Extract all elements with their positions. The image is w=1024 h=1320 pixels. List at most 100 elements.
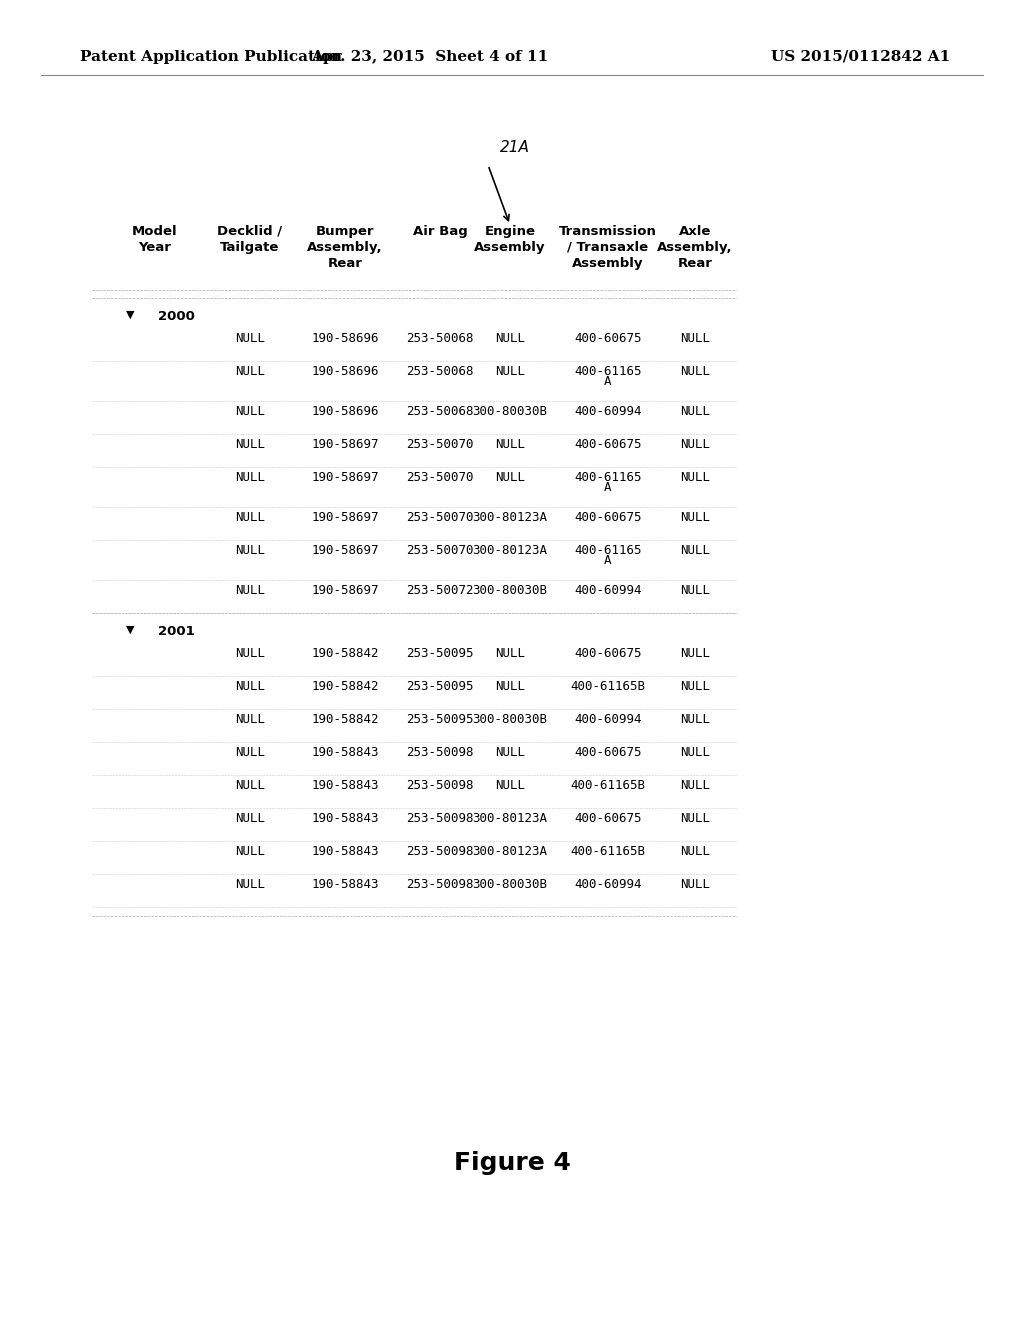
Text: 400-61165: 400-61165 [574,366,642,378]
Text: NULL: NULL [680,438,710,451]
Text: NULL: NULL [495,779,525,792]
Text: Engine
Assembly: Engine Assembly [474,224,546,253]
Text: 400-60675: 400-60675 [574,812,642,825]
Text: NULL: NULL [680,713,710,726]
Text: NULL: NULL [234,812,265,825]
Text: 190-58843: 190-58843 [311,812,379,825]
Text: NULL: NULL [234,471,265,484]
Text: NULL: NULL [680,845,710,858]
Text: Decklid /
Tailgate: Decklid / Tailgate [217,224,283,253]
Text: 190-58842: 190-58842 [311,713,379,726]
Text: 400-61165: 400-61165 [574,544,642,557]
Text: Figure 4: Figure 4 [454,1151,570,1175]
Text: Air Bag: Air Bag [413,224,467,238]
Text: NULL: NULL [495,333,525,345]
Text: NULL: NULL [234,845,265,858]
Text: NULL: NULL [680,647,710,660]
Text: 300-80123A: 300-80123A [472,812,548,825]
Text: NULL: NULL [234,583,265,597]
Text: 253-50098: 253-50098 [407,746,474,759]
Text: NULL: NULL [234,438,265,451]
Text: NULL: NULL [495,647,525,660]
Text: A: A [604,554,611,568]
Text: 300-80030B: 300-80030B [472,713,548,726]
Text: NULL: NULL [234,333,265,345]
Text: 300-80030B: 300-80030B [472,878,548,891]
Text: 400-60994: 400-60994 [574,713,642,726]
Text: 400-61165B: 400-61165B [570,845,645,858]
Text: NULL: NULL [234,366,265,378]
Text: NULL: NULL [680,511,710,524]
Text: 300-80123A: 300-80123A [472,845,548,858]
Text: Transmission
/ Transaxle
Assembly: Transmission / Transaxle Assembly [559,224,657,271]
Text: NULL: NULL [234,746,265,759]
Text: NULL: NULL [680,405,710,418]
Text: 300-80123A: 300-80123A [472,544,548,557]
Text: NULL: NULL [680,366,710,378]
Text: 253-50068: 253-50068 [407,405,474,418]
Text: NULL: NULL [680,471,710,484]
Text: 253-50068: 253-50068 [407,333,474,345]
Text: NULL: NULL [680,812,710,825]
Text: 190-58842: 190-58842 [311,647,379,660]
Text: 253-50098: 253-50098 [407,812,474,825]
Text: 253-50070: 253-50070 [407,511,474,524]
Text: 300-80123A: 300-80123A [472,511,548,524]
Text: 400-60994: 400-60994 [574,583,642,597]
Text: 300-80030B: 300-80030B [472,583,548,597]
Text: 400-60675: 400-60675 [574,511,642,524]
Text: ▼: ▼ [126,310,134,319]
Text: NULL: NULL [234,680,265,693]
Text: 190-58843: 190-58843 [311,845,379,858]
Text: NULL: NULL [234,405,265,418]
Text: Model
Year: Model Year [132,224,178,253]
Text: NULL: NULL [680,680,710,693]
Text: NULL: NULL [680,583,710,597]
Text: NULL: NULL [234,713,265,726]
Text: NULL: NULL [234,779,265,792]
Text: NULL: NULL [495,438,525,451]
Text: 253-50070: 253-50070 [407,438,474,451]
Text: US 2015/0112842 A1: US 2015/0112842 A1 [771,50,950,63]
Text: 190-58697: 190-58697 [311,438,379,451]
Text: 400-60675: 400-60675 [574,438,642,451]
Text: 190-58697: 190-58697 [311,471,379,484]
Text: 400-61165B: 400-61165B [570,779,645,792]
Text: 253-50095: 253-50095 [407,647,474,660]
Text: 253-50095: 253-50095 [407,713,474,726]
Text: 190-58696: 190-58696 [311,333,379,345]
Text: NULL: NULL [234,511,265,524]
Text: 2001: 2001 [158,624,195,638]
Text: 190-58696: 190-58696 [311,405,379,418]
Text: NULL: NULL [680,779,710,792]
Text: 400-60675: 400-60675 [574,333,642,345]
Text: 253-50070: 253-50070 [407,471,474,484]
Text: 190-58843: 190-58843 [311,878,379,891]
Text: 400-60994: 400-60994 [574,405,642,418]
Text: 253-50098: 253-50098 [407,779,474,792]
Text: 253-50070: 253-50070 [407,544,474,557]
Text: 400-60675: 400-60675 [574,746,642,759]
Text: A: A [604,375,611,388]
Text: 2000: 2000 [158,310,195,323]
Text: NULL: NULL [680,746,710,759]
Text: NULL: NULL [495,471,525,484]
Text: NULL: NULL [495,680,525,693]
Text: 253-50095: 253-50095 [407,680,474,693]
Text: 400-60675: 400-60675 [574,647,642,660]
Text: 253-50068: 253-50068 [407,366,474,378]
Text: 190-58697: 190-58697 [311,583,379,597]
Text: ▼: ▼ [126,624,134,635]
Text: 190-58696: 190-58696 [311,366,379,378]
Text: Patent Application Publication: Patent Application Publication [80,50,342,63]
Text: 253-50098: 253-50098 [407,845,474,858]
Text: NULL: NULL [234,647,265,660]
Text: 400-61165: 400-61165 [574,471,642,484]
Text: Apr. 23, 2015  Sheet 4 of 11: Apr. 23, 2015 Sheet 4 of 11 [311,50,549,63]
Text: 190-58697: 190-58697 [311,511,379,524]
Text: NULL: NULL [680,878,710,891]
Text: 21A: 21A [500,140,529,154]
Text: NULL: NULL [234,544,265,557]
Text: NULL: NULL [680,544,710,557]
Text: 190-58697: 190-58697 [311,544,379,557]
